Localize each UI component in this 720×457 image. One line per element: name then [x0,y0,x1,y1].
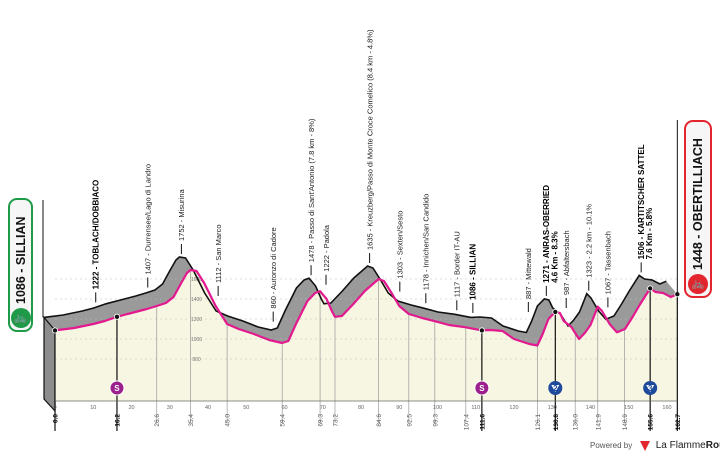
x-tick-label: 20 [128,405,134,411]
x-tick-label: 50 [243,405,249,411]
km-label: 126.1 [535,414,542,431]
km-label: 99.3 [432,414,439,427]
start-town: 1086 - SILLIAN [13,216,28,304]
annotation-label: 1086 - SILLIAN [469,244,478,300]
sprint-badge: S [474,380,490,396]
annotation-label: 1635 - Kreuzberg/Passo di Monte Croce Co… [365,29,374,250]
km-label: 0.0 [53,414,60,423]
profile-front-line [54,268,678,347]
sprint-icon [109,380,125,396]
annotation-label: 1117 - Border IT-AU [453,231,462,297]
x-tick-label: 70 [320,405,326,411]
elevation-tick-label: 1000 [191,337,202,343]
badge-label: S [479,384,485,393]
km-label: 162.7 [675,414,682,431]
km-label: 73.2 [332,414,339,427]
x-tick-label: 140 [586,405,595,411]
km-label: 45.0 [225,414,232,427]
annotation-label: 1222 - TOBLACH/DOBBIACO [92,180,101,290]
kom-badge: 2 [548,381,563,395]
brand-part-a: La Flamme [655,440,706,451]
sprint-badge: S [109,380,125,396]
km-label: 69.3 [318,414,325,427]
kom-triangle [646,385,655,392]
x-tick-label: 150 [624,405,633,411]
finish-town: 1448 - OBERTILLIACH [691,138,705,270]
elevation-tick-label: 1600 [191,277,202,283]
x-tick-label: 110 [471,405,480,411]
annotation-label: 1222 - Padola [322,224,331,272]
km-label: 26.6 [154,414,161,427]
elevation-tick-label: 1400 [191,297,202,303]
x-tick-label: 80 [358,405,364,411]
point-marker [113,313,120,320]
kom-triangle [551,385,560,392]
bicycle-icon: 🚲 [688,274,708,294]
annotation-label: 860 - Auronzo di Cadore [269,227,278,308]
km-label: 35.4 [188,414,195,427]
x-tick-label: 10 [90,405,96,411]
x-tick-label: 30 [167,405,173,411]
x-tick-label: 130 [548,405,557,411]
annotation-label: 1067 - Tassenbach [604,231,613,294]
powered-by: Powered by La FlammeRouge [590,440,720,451]
point-marker [552,308,559,315]
annotation-label: 1506 - KARTITSCHER SATTEL [637,144,646,259]
annotation-label: 887 - Mittewald [524,248,533,299]
km-label: 16.2 [114,414,121,427]
annotation-label: 1303 - Sexten/Sesto [396,211,405,279]
x-tick-label: 90 [396,405,402,411]
sprint-icon [474,380,490,396]
annotation-label: 1752 - Misurina [177,188,186,241]
km-label: 107.4 [463,414,470,431]
annotation-label: 1112 - San Marco [214,224,223,283]
kom-badge: 3 [643,381,658,395]
x-tick-label: 0 [53,405,56,411]
badge-label: S [114,384,120,393]
finish-label: 1448 - OBERTILLIACH 🚲 [684,120,712,298]
flamme-rouge-logo-icon [640,440,651,451]
bicycle-icon: 🚲 [10,308,31,328]
km-label: 155.6 [648,414,655,431]
elevation-tick-label: 800 [192,357,201,363]
km-label: 111.6 [479,414,486,430]
badge-label: 2 [553,384,558,393]
annotation-label: 1323 - 2.2 km - 10.1% [585,204,594,278]
km-label: 148.9 [622,414,629,431]
annotation-label: 1478 - Passo di Sant'Antonio (7.8 km - 8… [307,118,316,262]
annotation-sublabel: 7.6 Km - 5.8% [645,208,654,260]
powered-by-text: Powered by [590,441,633,450]
km-label: 84.6 [376,414,383,427]
x-tick-label: 40 [205,405,211,411]
km-label: 141.9 [595,414,602,431]
badge-label: 3 [648,384,653,393]
x-tick-label: 160 [662,405,671,411]
km-label: 130.8 [553,414,560,431]
x-tick-label: 100 [433,405,442,411]
x-tick-label: 60 [281,405,287,411]
brand-part-b: Rouge [705,440,720,451]
annotation-label: 1407 - Durrensee/Lago di Landro [144,164,153,275]
x-tick-label: 120 [509,405,518,411]
km-label: 92.5 [406,414,413,427]
annotation-label: 987 - Abfaltersbach [562,230,571,295]
profile-side-band [44,257,678,346]
km-label: 59.4 [280,414,287,427]
annotation-label: 1178 - Innichen/San Candido [422,194,431,291]
point-marker [52,327,59,334]
elevation-tick-label: 1200 [191,317,202,323]
annotation-sublabel: 4.6 Km - 8.3% [550,231,559,283]
brand-name: La FlammeRouge [656,440,720,451]
start-label: 1086 - SILLIAN 🚲 [8,198,33,332]
km-label: 136.0 [573,414,580,431]
point-marker [647,285,654,292]
annotation-label: 1271 - ANRAS-OBERRIED [542,185,551,283]
point-marker [478,327,485,334]
